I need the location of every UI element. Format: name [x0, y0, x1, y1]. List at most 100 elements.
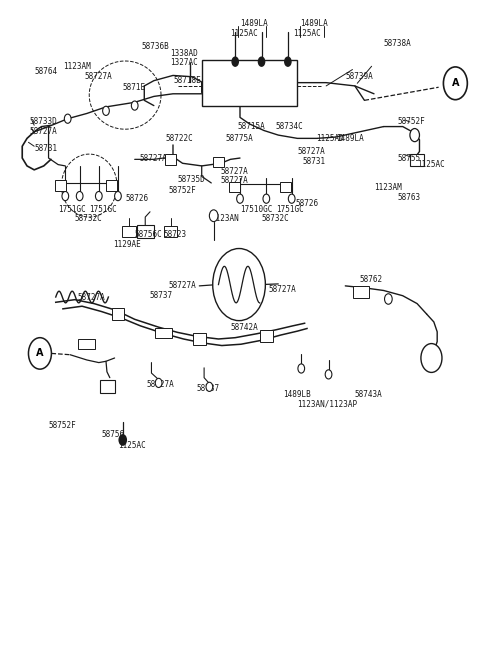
- Text: 58734C: 58734C: [276, 122, 304, 131]
- Text: A: A: [452, 78, 459, 88]
- Text: 58755: 58755: [398, 154, 421, 162]
- Text: 58727A: 58727A: [77, 292, 105, 302]
- Circle shape: [237, 194, 243, 203]
- Bar: [193, 333, 205, 345]
- Circle shape: [119, 434, 127, 446]
- Circle shape: [231, 57, 239, 67]
- Text: 58732C: 58732C: [75, 214, 103, 223]
- Text: 58727A: 58727A: [140, 154, 167, 162]
- Bar: [137, 225, 154, 238]
- Circle shape: [206, 382, 213, 392]
- Circle shape: [444, 67, 468, 100]
- Text: 1327AC: 1327AC: [170, 58, 198, 68]
- Text: 58763: 58763: [398, 193, 421, 202]
- Circle shape: [263, 194, 270, 203]
- Text: 58726: 58726: [125, 194, 148, 203]
- Text: 58732C: 58732C: [262, 214, 289, 223]
- Text: 58727A: 58727A: [298, 147, 325, 156]
- Circle shape: [156, 378, 162, 388]
- Text: 1125AC: 1125AC: [118, 441, 146, 449]
- Text: 58727A: 58727A: [84, 72, 112, 81]
- Text: 1125AC: 1125AC: [230, 29, 258, 38]
- Bar: [260, 330, 273, 342]
- Bar: [280, 181, 291, 192]
- Text: 1125AC: 1125AC: [417, 160, 445, 169]
- Circle shape: [76, 191, 83, 200]
- Text: 58722C: 58722C: [166, 134, 193, 143]
- Text: 1123AN/1123AP: 1123AN/1123AP: [298, 399, 358, 409]
- Text: 58737: 58737: [197, 384, 220, 394]
- Text: 1489LA: 1489LA: [336, 134, 363, 143]
- Bar: [122, 226, 136, 237]
- Circle shape: [64, 114, 71, 124]
- Text: 58731: 58731: [34, 144, 57, 152]
- Text: A: A: [36, 348, 44, 359]
- Text: 1751GC: 1751GC: [58, 205, 86, 214]
- Text: 58752F: 58752F: [168, 187, 196, 195]
- Text: 58715A: 58715A: [238, 122, 265, 131]
- Text: 58727A: 58727A: [29, 127, 57, 136]
- Bar: [165, 154, 176, 165]
- Text: 58775A: 58775A: [226, 134, 253, 143]
- Bar: [112, 308, 124, 320]
- Circle shape: [298, 364, 305, 373]
- Bar: [155, 328, 172, 338]
- Text: 1123AM: 1123AM: [374, 183, 402, 192]
- Text: 1123AM: 1123AM: [63, 62, 91, 71]
- Text: 58726: 58726: [295, 200, 318, 208]
- Text: 1125AD: 1125AD: [317, 134, 344, 143]
- Text: 58752F: 58752F: [48, 421, 76, 430]
- Text: 58756C: 58756C: [135, 230, 162, 239]
- Bar: [106, 180, 118, 191]
- Text: 58736B: 58736B: [142, 42, 169, 51]
- Text: 58733D: 58733D: [29, 118, 57, 127]
- Text: 58752F: 58752F: [398, 118, 426, 127]
- Circle shape: [288, 194, 295, 203]
- Text: 58743A: 58743A: [355, 390, 383, 399]
- Circle shape: [384, 294, 392, 304]
- Bar: [213, 157, 224, 168]
- Text: 58742A: 58742A: [230, 323, 258, 332]
- Circle shape: [103, 106, 109, 116]
- Text: 58727A: 58727A: [221, 177, 249, 185]
- Circle shape: [209, 210, 218, 221]
- Bar: [410, 154, 424, 166]
- Text: 58718E: 58718E: [173, 76, 201, 85]
- Text: 58762: 58762: [360, 275, 383, 284]
- Text: 58756: 58756: [101, 430, 124, 440]
- Circle shape: [421, 344, 442, 373]
- Circle shape: [62, 191, 69, 200]
- Text: 58727A: 58727A: [168, 281, 196, 290]
- Text: 1751GC: 1751GC: [276, 205, 304, 214]
- Bar: [202, 60, 298, 106]
- Bar: [228, 181, 240, 192]
- Text: 1129AE: 1129AE: [113, 240, 141, 249]
- Circle shape: [258, 57, 265, 67]
- Text: 58735D: 58735D: [178, 175, 205, 183]
- Text: 1489LB: 1489LB: [283, 390, 311, 399]
- Text: 58723: 58723: [163, 230, 187, 239]
- Bar: [55, 180, 66, 191]
- Bar: [164, 226, 177, 237]
- Text: 58764: 58764: [34, 67, 57, 76]
- Text: 58727A: 58727A: [269, 284, 297, 294]
- Text: 17510GC: 17510GC: [240, 205, 272, 214]
- Circle shape: [28, 338, 51, 369]
- Circle shape: [325, 370, 332, 379]
- Circle shape: [115, 191, 121, 200]
- Text: 1338AD: 1338AD: [170, 49, 198, 58]
- Text: 58727A: 58727A: [221, 167, 249, 175]
- Text: 1125AC: 1125AC: [293, 29, 320, 38]
- Text: 58731: 58731: [302, 157, 325, 166]
- Bar: [353, 286, 369, 298]
- Text: 1123AN: 1123AN: [211, 214, 239, 223]
- Circle shape: [213, 248, 265, 321]
- Circle shape: [96, 191, 102, 200]
- Text: 58727A: 58727A: [147, 380, 174, 389]
- Circle shape: [284, 57, 292, 67]
- Circle shape: [132, 101, 138, 110]
- Text: 58738A: 58738A: [384, 39, 411, 48]
- Bar: [100, 380, 115, 393]
- Text: 1489LA: 1489LA: [240, 19, 268, 28]
- Text: 1751GC: 1751GC: [89, 205, 117, 214]
